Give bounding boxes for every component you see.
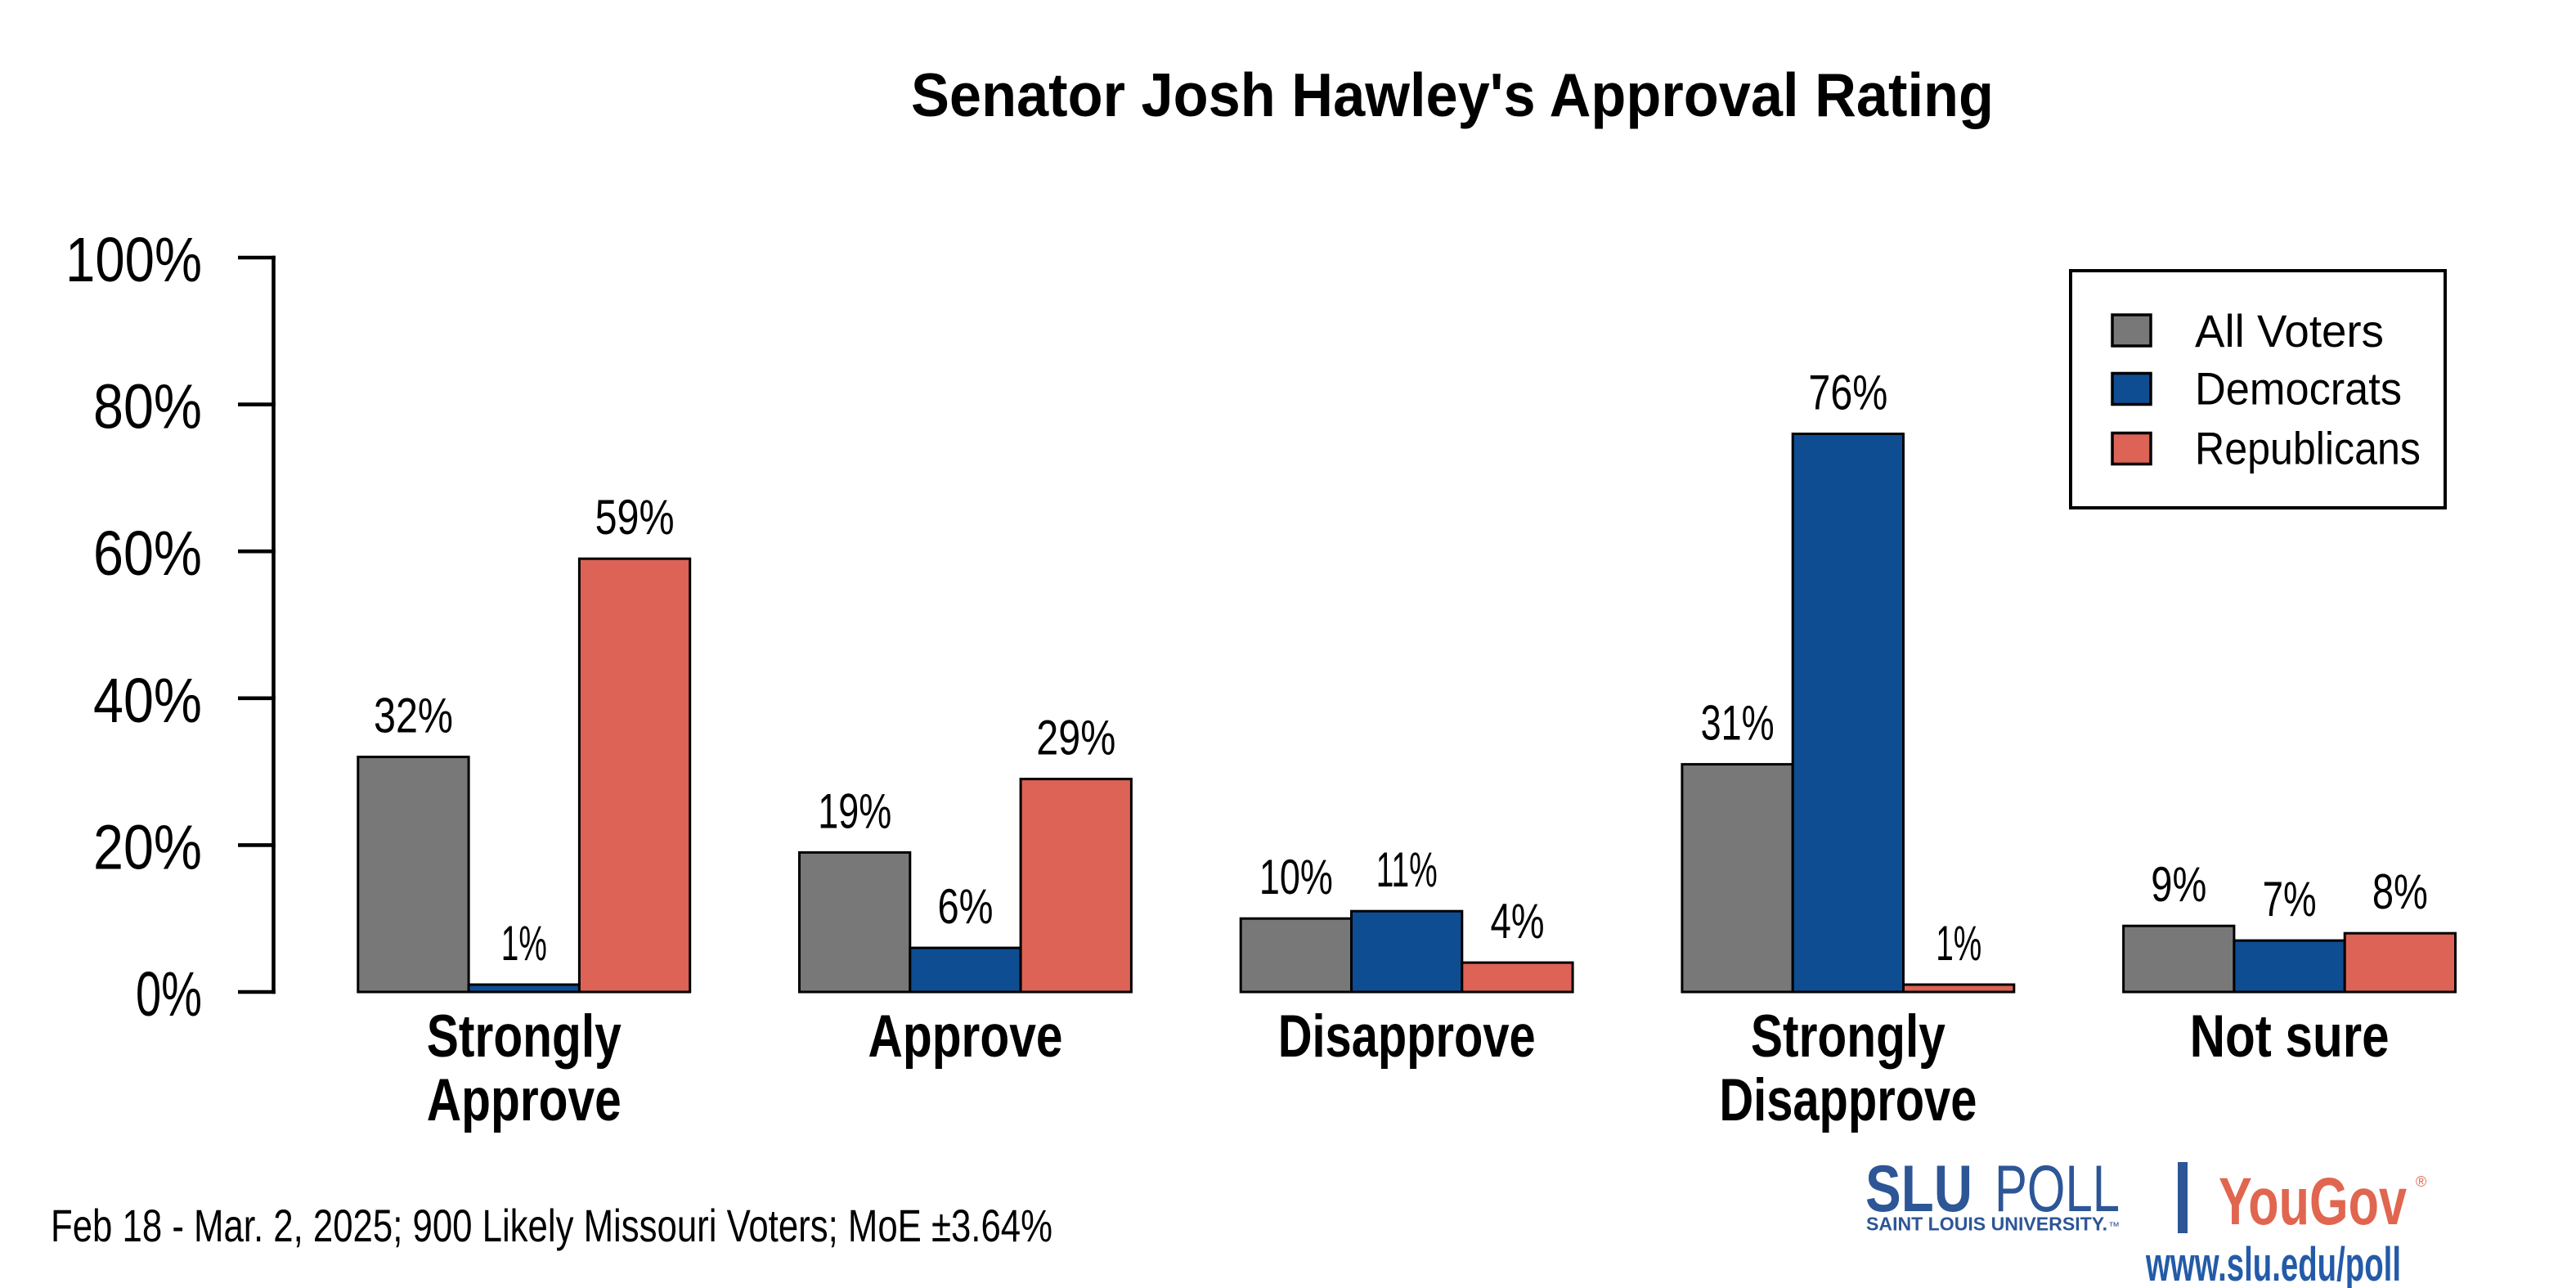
svg-text:20%: 20% [93, 812, 202, 882]
svg-text:Approve: Approve [427, 1067, 622, 1133]
svg-text:11%: 11% [1376, 842, 1438, 897]
svg-text:60%: 60% [93, 518, 202, 589]
svg-text:SLU: SLU [1865, 1152, 1972, 1226]
svg-text:™: ™ [2108, 1219, 2120, 1232]
svg-text:Strongly: Strongly [427, 1003, 622, 1070]
svg-text:9%: 9% [2151, 857, 2206, 912]
svg-text:29%: 29% [1036, 711, 1115, 765]
svg-text:SAINT LOUIS UNIVERSITY.: SAINT LOUIS UNIVERSITY. [1866, 1214, 2107, 1235]
svg-text:Not sure: Not sure [2190, 1003, 2390, 1070]
svg-text:1%: 1% [1936, 916, 1981, 971]
svg-text:80%: 80% [93, 372, 202, 442]
svg-text:Approve: Approve [868, 1003, 1063, 1070]
svg-text:Democrats: Democrats [2195, 363, 2402, 415]
svg-text:All Voters: All Voters [2195, 305, 2384, 357]
svg-text:31%: 31% [1701, 696, 1775, 751]
svg-text:www.slu.edu/poll: www.slu.edu/poll [2145, 1238, 2401, 1288]
svg-text:4%: 4% [1491, 894, 1545, 949]
svg-text:19%: 19% [818, 783, 891, 838]
svg-text:Disapprove: Disapprove [1719, 1067, 1977, 1133]
svg-text:Senator Josh Hawley's Approval: Senator Josh Hawley's Approval Rating [911, 61, 1994, 129]
svg-text:10%: 10% [1259, 850, 1333, 904]
svg-text:40%: 40% [93, 666, 202, 736]
svg-text:Republicans: Republicans [2195, 423, 2421, 474]
svg-text:1%: 1% [501, 916, 547, 971]
svg-text:100%: 100% [65, 225, 202, 295]
svg-text:59%: 59% [595, 490, 675, 545]
svg-text:POLL: POLL [1995, 1152, 2120, 1226]
svg-text:76%: 76% [1808, 366, 1887, 420]
svg-text:0%: 0% [136, 959, 202, 1030]
svg-text:8%: 8% [2372, 864, 2428, 919]
svg-text:32%: 32% [374, 689, 453, 743]
svg-text:YouGov: YouGov [2219, 1165, 2407, 1239]
svg-text:Feb 18 - Mar. 2, 2025; 900 Lik: Feb 18 - Mar. 2, 2025; 900 Likely Missou… [51, 1200, 1052, 1251]
svg-text:®: ® [2416, 1174, 2426, 1190]
svg-text:6%: 6% [938, 879, 994, 934]
svg-text:Disapprove: Disapprove [1278, 1003, 1536, 1070]
svg-text:7%: 7% [2263, 872, 2317, 927]
svg-text:Strongly: Strongly [1751, 1003, 1945, 1070]
